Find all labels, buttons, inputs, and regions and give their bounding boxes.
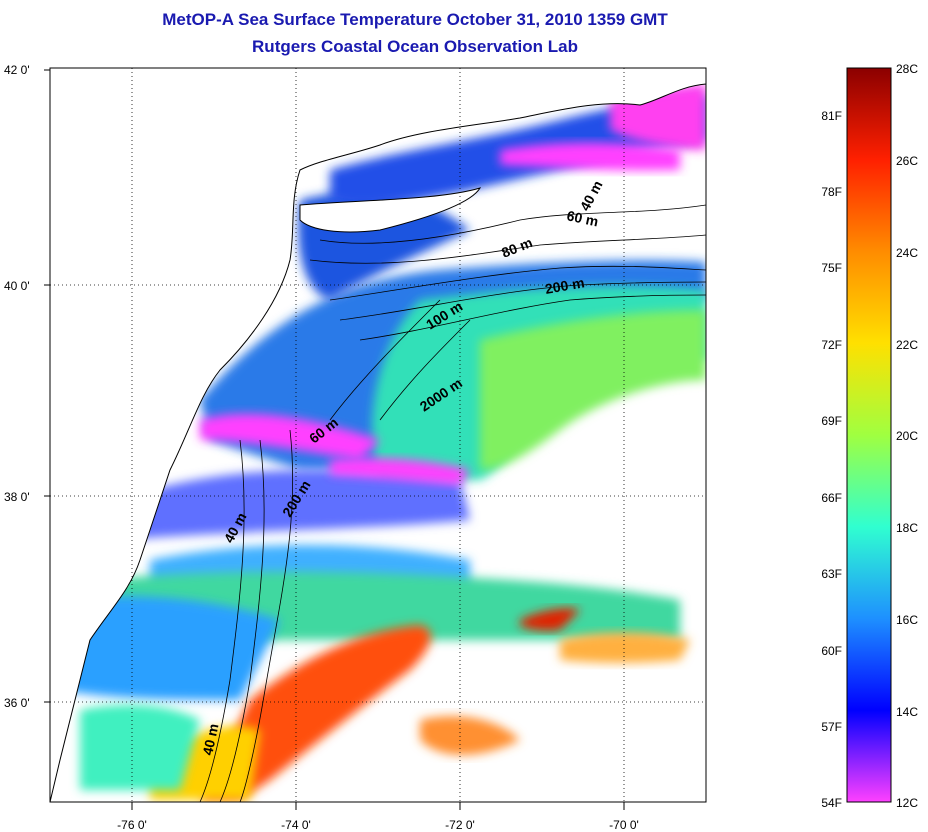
- contour-80m-north: [309, 234, 706, 264]
- graticule: [50, 68, 706, 802]
- map-title: MetOP-A Sea Surface Temperature October …: [162, 10, 668, 29]
- map-border: [49, 67, 707, 803]
- mid-band-blue: [120, 469, 470, 540]
- gulf-stream-eddy: [520, 608, 580, 631]
- hatteras-shelf: [80, 704, 200, 790]
- contour-100m-north: [329, 265, 706, 301]
- map-subtitle: Rutgers Coastal Ocean Observation Lab: [252, 37, 578, 56]
- contour-40m-south: [199, 439, 245, 802]
- cold-streak-2: [330, 458, 470, 485]
- lon-label-74: -74 0': [281, 818, 311, 832]
- long-island: [299, 187, 482, 233]
- contour-shelfbreak-link: [329, 299, 441, 421]
- cold-band-northeast: [500, 142, 680, 171]
- contour-60m-north: [319, 204, 706, 244]
- lon-label-72: -72 0': [445, 818, 475, 832]
- contour-2000m-north: [359, 294, 706, 341]
- cold-streak-1: [200, 413, 380, 460]
- contour-200m-south: [239, 429, 294, 802]
- lon-axis: -76 0' -74 0' -72 0' -70 0': [117, 802, 639, 832]
- bathymetry-contours: [199, 204, 706, 802]
- gulf-stream-core: [200, 625, 431, 800]
- green-slope-water: [480, 310, 706, 470]
- contour-label-200m-north: 200 m: [544, 274, 586, 297]
- scattered-warm-2: [560, 632, 690, 663]
- scattered-warm-1: [420, 716, 520, 755]
- contour-60m-south: [219, 439, 265, 802]
- contour-200m-north: [339, 281, 706, 321]
- sst-data-layer: [50, 68, 706, 802]
- lat-axis: 42 0' 40 0' 38 0' 36 0': [4, 63, 50, 710]
- chesapeake-offshore: [60, 596, 280, 700]
- lat-label-38: 38 0': [4, 490, 30, 504]
- lat-label-40: 40 0': [4, 279, 30, 293]
- contour-2000m-link: [379, 319, 471, 421]
- coastline-land: [50, 68, 706, 802]
- lon-label-76: -76 0': [117, 818, 147, 832]
- contour-label-40m-south: 40 m: [199, 722, 221, 757]
- lat-label-36: 36 0': [4, 696, 30, 710]
- contour-label-60m-north: 60 m: [565, 207, 600, 229]
- lat-label-42: 42 0': [4, 63, 30, 77]
- lon-label-70: -70 0': [609, 818, 639, 832]
